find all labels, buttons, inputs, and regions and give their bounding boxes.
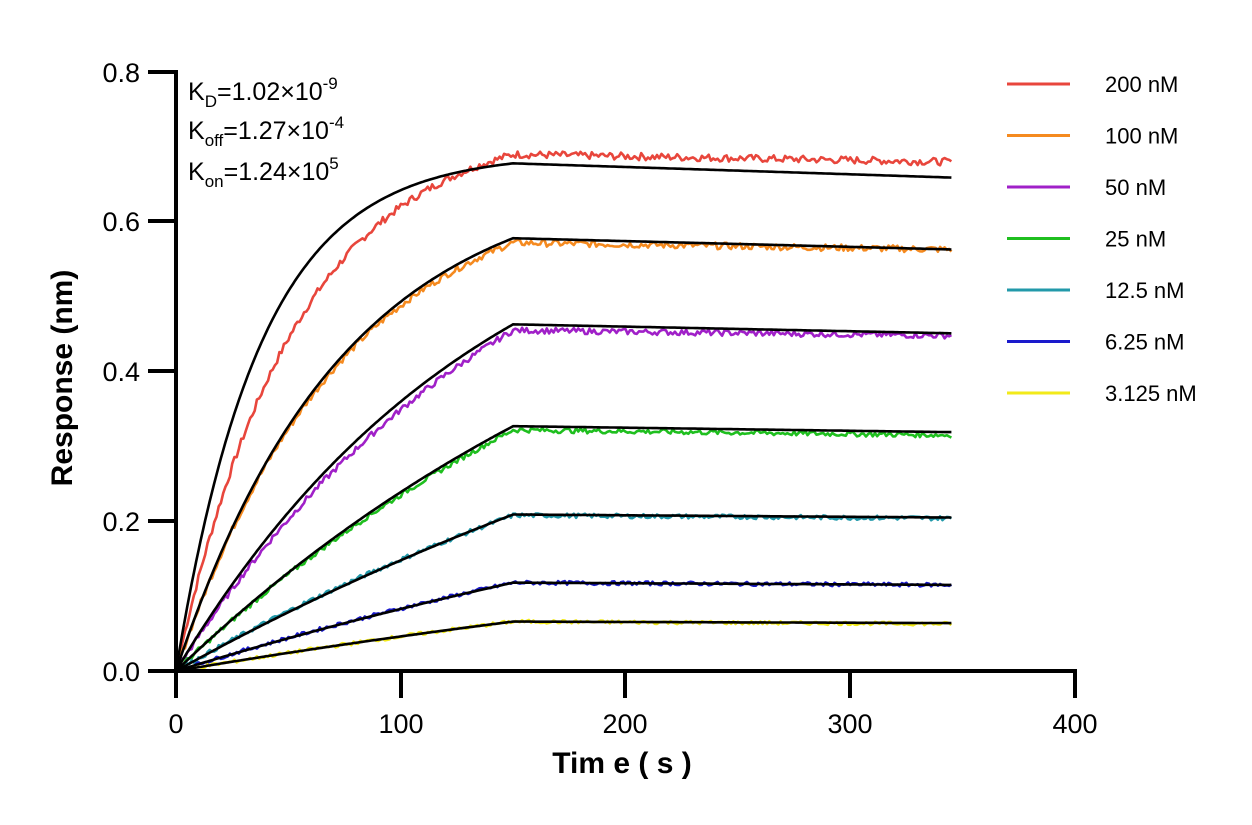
series-traces: [174, 150, 953, 673]
legend: 200 nM 100 nM 50 nM 25 nM 12.5 nM 6.25 nM 3.12…: [1007, 72, 1197, 406]
y-tick-label: 0.2: [102, 507, 140, 537]
y-axis-title: Response (nm): [46, 270, 79, 487]
fit-line-50-nm: [174, 322, 952, 672]
series-line-12.5-nm: [175, 512, 953, 673]
legend-label: 25 nM: [1105, 227, 1166, 252]
kon-annotation: Kon=1.24×105: [188, 154, 339, 191]
fit-line-3.125-nm: [175, 620, 952, 673]
y-tick-label: 0.0: [102, 657, 140, 687]
x-tick-label: 100: [378, 709, 423, 739]
fit-line-12.5-nm: [175, 513, 952, 673]
y-tick-label: 0.4: [102, 357, 140, 387]
fit-curves: [174, 161, 952, 673]
legend-label: 200 nM: [1105, 72, 1178, 97]
x-tick-label: 0: [168, 709, 183, 739]
fit-line-6.25-nm: [175, 581, 952, 673]
x-tick-label: 300: [827, 709, 872, 739]
legend-label: 3.125 nM: [1105, 381, 1197, 406]
legend-label: 100 nM: [1105, 124, 1178, 149]
x-tick-label: 400: [1052, 709, 1097, 739]
legend-label: 12.5 nM: [1105, 278, 1185, 303]
kd-annotation: KD=1.02×10-9: [188, 74, 338, 111]
fit-line-25-nm: [175, 424, 952, 672]
series-line-3.125-nm: [175, 618, 953, 673]
kinetic-constants: KD=1.02×10-9 Koff=1.27×10-4 Kon=1.24×105: [188, 74, 344, 191]
series-line-100-nm: [174, 238, 953, 672]
y-tick-label: 0.8: [102, 58, 140, 88]
fit-line-200-nm: [174, 161, 952, 672]
fit-line-100-nm: [174, 236, 952, 672]
x-axis-title: Tim e ( s ): [552, 747, 691, 780]
koff-annotation: Koff=1.27×10-4: [188, 113, 344, 150]
series-line-6.25-nm: [175, 579, 953, 673]
y-tick-label: 0.6: [102, 207, 140, 237]
series-line-200-nm: [174, 150, 953, 672]
legend-label: 50 nM: [1105, 175, 1166, 200]
y-axis: 0.0 0.2 0.4 0.6 0.8 Response (nm): [46, 58, 178, 687]
legend-label: 6.25 nM: [1105, 330, 1185, 355]
series-line-25-nm: [175, 426, 952, 672]
x-axis: 0 100 200 300 400 Tim e ( s ): [168, 669, 1098, 780]
x-tick-label: 200: [602, 709, 647, 739]
series-line-50-nm: [174, 326, 953, 672]
